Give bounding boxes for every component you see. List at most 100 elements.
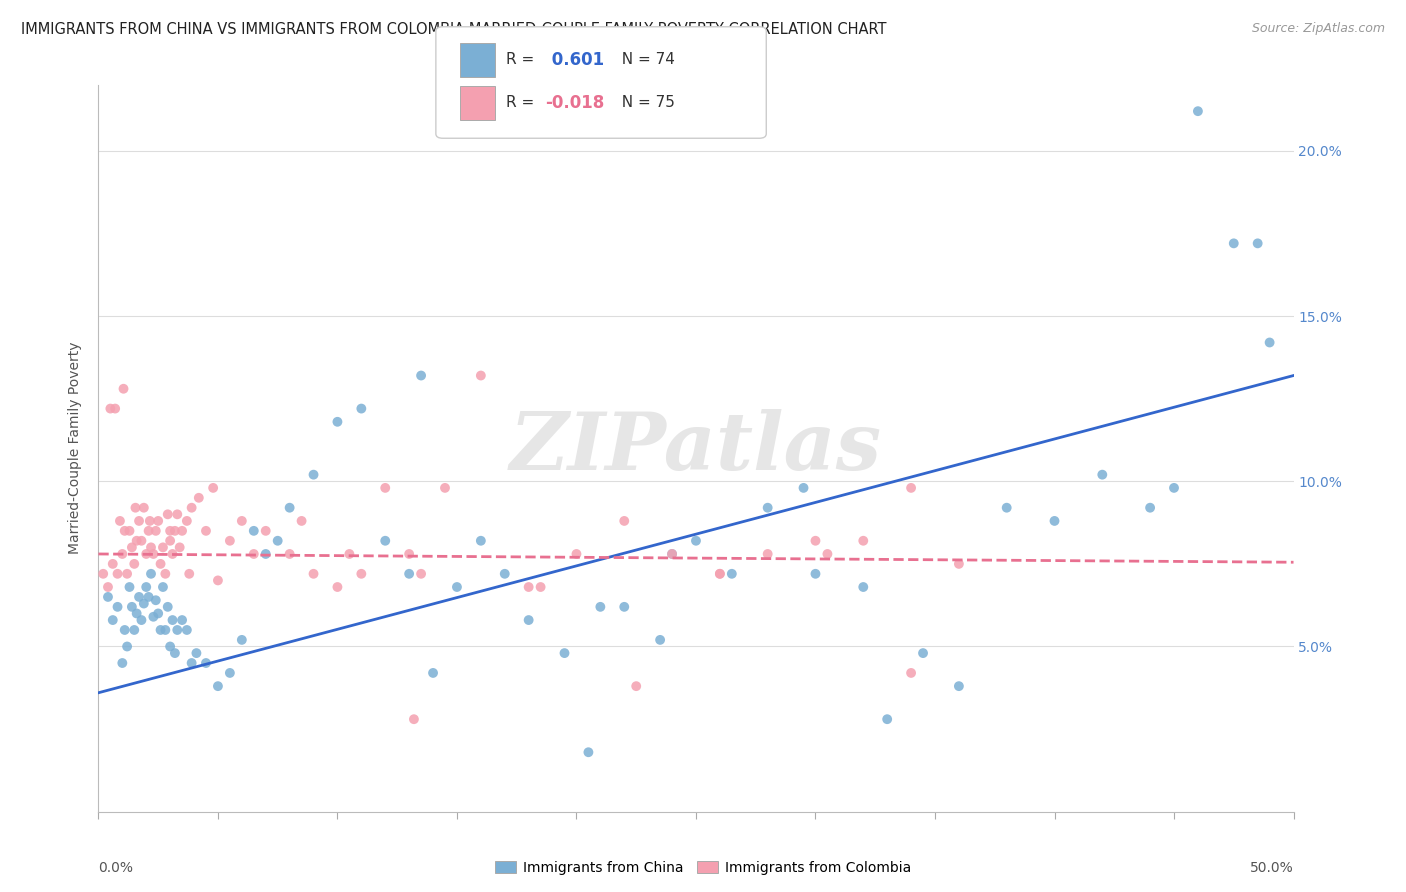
Point (852, 533, 875, 548)
Point (1247, 236, 1270, 251)
Point (152, 580, 174, 594)
Text: IMMIGRANTS FROM CHINA VS IMMIGRANTS FROM COLOMBIA MARRIED-COUPLE FAMILY POVERTY : IMMIGRANTS FROM CHINA VS IMMIGRANTS FROM… (21, 22, 887, 37)
Point (152, 541, 174, 555)
Point (1091, 467, 1114, 482)
Point (948, 679, 970, 693)
Point (578, 745, 600, 759)
Point (613, 514, 636, 528)
Point (219, 533, 242, 548)
Text: R =: R = (506, 95, 540, 110)
Text: R =: R = (506, 53, 540, 67)
Point (398, 566, 420, 581)
Legend: Immigrants from China, Immigrants from Colombia: Immigrants from China, Immigrants from C… (489, 855, 917, 880)
Point (148, 607, 170, 621)
Point (132, 597, 155, 611)
Point (114, 623, 136, 637)
Text: N = 75: N = 75 (612, 95, 675, 110)
Point (254, 524, 277, 538)
Point (159, 533, 181, 548)
Point (163, 646, 186, 660)
Point (589, 599, 612, 614)
Point (411, 566, 433, 581)
Point (149, 557, 172, 571)
Point (142, 609, 165, 624)
Point (180, 656, 202, 670)
Point (231, 632, 253, 647)
Point (125, 607, 148, 621)
Point (176, 623, 198, 637)
Point (350, 401, 373, 416)
Point (434, 481, 457, 495)
Point (97, 590, 120, 604)
Point (817, 547, 839, 561)
Point (709, 566, 731, 581)
Point (912, 646, 935, 660)
Y-axis label: Married-Couple Family Poverty: Married-Couple Family Poverty (69, 342, 83, 555)
Point (661, 547, 683, 561)
Point (494, 566, 516, 581)
Point (517, 580, 540, 594)
Point (876, 712, 898, 726)
Point (128, 514, 150, 528)
Point (402, 712, 425, 726)
Point (470, 533, 492, 548)
Text: 0.601: 0.601 (546, 51, 603, 69)
Point (411, 368, 433, 383)
Point (131, 533, 153, 548)
Point (176, 514, 198, 528)
Point (804, 566, 827, 581)
Point (101, 557, 124, 571)
Point (124, 557, 146, 571)
Point (721, 566, 744, 581)
Point (207, 574, 229, 588)
Point (291, 514, 314, 528)
Point (900, 665, 922, 680)
Point (142, 547, 165, 561)
Point (156, 508, 179, 522)
Point (135, 547, 157, 561)
Point (709, 566, 731, 581)
Text: N = 74: N = 74 (612, 53, 675, 67)
Point (115, 566, 138, 581)
Point (254, 547, 277, 561)
Point (267, 533, 290, 548)
Point (202, 481, 225, 495)
Point (219, 665, 242, 680)
Point (132, 500, 155, 515)
Point (187, 491, 209, 505)
Text: -0.018: -0.018 (546, 94, 605, 112)
Point (172, 524, 194, 538)
Point (756, 547, 779, 561)
Point (128, 590, 150, 604)
Point (326, 580, 349, 594)
Point (186, 646, 208, 660)
Point (138, 590, 160, 604)
Point (1163, 481, 1185, 495)
Point (398, 547, 420, 561)
Point (145, 524, 167, 538)
Point (166, 623, 188, 637)
Point (195, 524, 218, 538)
Point (138, 524, 160, 538)
Point (107, 566, 129, 581)
Point (517, 613, 540, 627)
Point (278, 500, 301, 515)
Point (139, 541, 162, 555)
Point (111, 656, 134, 670)
Point (326, 415, 349, 429)
Point (661, 547, 683, 561)
Point (374, 533, 396, 548)
Point (163, 524, 186, 538)
Point (1043, 514, 1066, 528)
Point (97, 580, 120, 594)
Point (169, 541, 191, 555)
Point (1258, 335, 1281, 350)
Point (302, 467, 325, 482)
Point (422, 665, 444, 680)
Point (145, 593, 167, 607)
Point (91, 566, 114, 581)
Point (565, 547, 588, 561)
Point (243, 547, 266, 561)
Point (166, 508, 188, 522)
Point (156, 599, 179, 614)
